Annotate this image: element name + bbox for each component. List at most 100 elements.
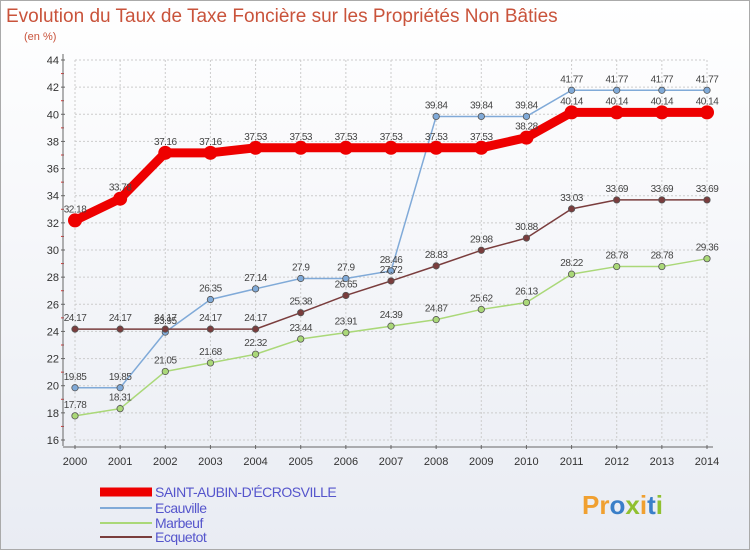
logo-letter: P (582, 490, 599, 520)
data-label: 24.17 (64, 313, 87, 324)
data-label: 37.16 (154, 137, 177, 148)
data-label: 18.31 (109, 393, 132, 404)
data-point (297, 335, 305, 343)
data-label: 39.84 (425, 100, 448, 111)
data-point (116, 384, 124, 392)
data-point (522, 234, 531, 242)
data-label: 28.83 (425, 250, 448, 261)
data-label: 37.53 (244, 132, 267, 143)
data-label: 27.72 (380, 265, 403, 276)
data-label: 26.13 (515, 287, 538, 298)
y-tick-label: 22 (47, 354, 59, 366)
data-point (387, 267, 395, 275)
data-point (251, 325, 260, 333)
data-point (206, 359, 215, 367)
data-label: 41.77 (651, 74, 674, 85)
x-tick-label: 2003 (198, 456, 222, 468)
x-tick-label: 2006 (334, 456, 358, 468)
logo-letter: i (656, 490, 663, 520)
data-label: 26.35 (199, 284, 222, 295)
logo-letter: r (599, 490, 609, 520)
data-point (387, 322, 395, 330)
legend: SAINT-AUBIN-D'ÉCROSVILLEEcauvilleMarbeuf… (100, 484, 337, 545)
x-tick-label: 2001 (108, 456, 132, 468)
y-tick-label: 28 (47, 272, 59, 284)
data-label: 39.84 (515, 100, 538, 111)
logo-letter: x (625, 490, 640, 520)
data-point (432, 316, 440, 324)
y-tick-label: 36 (47, 164, 59, 176)
x-tick-label: 2009 (469, 456, 493, 468)
data-point (116, 405, 124, 413)
data-label: 41.77 (605, 74, 628, 85)
logo-letter: i (640, 490, 647, 520)
data-point (658, 86, 666, 94)
legend-entry: Marbeuf (155, 515, 203, 531)
data-label: 27.14 (244, 273, 267, 284)
y-tick-label: 24 (47, 326, 59, 338)
data-point (71, 325, 79, 333)
data-point (567, 205, 576, 213)
x-tick-label: 2002 (153, 456, 177, 468)
y-tick-label: 38 (47, 136, 59, 148)
x-tick-label: 2004 (243, 456, 267, 468)
data-label: 33.69 (696, 184, 719, 195)
data-label: 33.03 (560, 193, 583, 204)
data-point (161, 367, 169, 376)
data-point (71, 412, 79, 420)
data-label: 22.32 (244, 338, 267, 349)
data-point (432, 262, 440, 270)
axes: 16 18 20 22 24 26 28 30 32 34 36 38 40 42 44 2000 2001 20… (47, 54, 719, 468)
data-label: 25.62 (470, 293, 493, 304)
data-point (338, 140, 353, 155)
x-tick-label: 2011 (560, 456, 584, 468)
data-label: 37.53 (470, 132, 493, 143)
y-tick-label: 30 (47, 245, 59, 257)
data-point (522, 112, 531, 121)
data-point (658, 262, 666, 271)
data-point (342, 329, 350, 337)
data-point (522, 298, 531, 307)
data-point (203, 145, 218, 160)
proxiti-logo: Proxiti (582, 490, 663, 520)
data-point (613, 262, 621, 271)
data-label: 25.38 (289, 297, 312, 308)
data-label: 33.78 (109, 183, 132, 194)
chart-title: Evolution du Taux de Taxe Foncière sur l… (6, 6, 558, 27)
data-point (342, 274, 350, 283)
data-point (206, 295, 215, 304)
data-label: 33.69 (605, 184, 628, 195)
data-label: 30.88 (515, 222, 538, 233)
y-tick-label: 26 (47, 299, 59, 311)
data-label: 37.16 (199, 137, 222, 148)
data-point (251, 285, 260, 293)
data-point (613, 86, 621, 94)
data-point (161, 325, 169, 333)
data-label: 40.14 (605, 96, 628, 107)
legend-entry: SAINT-AUBIN-D'ÉCROSVILLE (155, 484, 336, 500)
data-point (297, 274, 305, 283)
data-label: 23.44 (289, 323, 312, 334)
data-label: 37.53 (335, 132, 358, 143)
x-tick-label: 2005 (288, 456, 312, 468)
y-tick-label: 44 (47, 55, 59, 67)
data-label: 24.39 (380, 310, 403, 321)
data-label: 28.78 (651, 251, 674, 262)
data-label: 24.17 (109, 313, 132, 324)
data-label: 41.77 (696, 74, 719, 85)
data-point (519, 130, 534, 145)
data-point (251, 350, 260, 358)
data-point (297, 309, 305, 317)
data-point (654, 105, 669, 120)
data-label: 28.22 (560, 258, 583, 269)
grid (74, 59, 708, 441)
data-point (113, 191, 128, 206)
data-label: 28.46 (380, 255, 403, 266)
data-point (474, 140, 489, 155)
y-tick-label: 40 (47, 109, 59, 121)
y-tick-label: 18 (47, 408, 59, 420)
data-label: 24.17 (154, 313, 177, 324)
data-point (567, 270, 576, 278)
x-tick-label: 2008 (424, 456, 448, 468)
